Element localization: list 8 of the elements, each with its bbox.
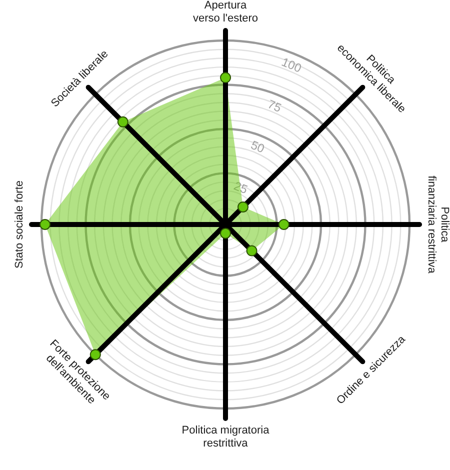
y-tick-label: 25 (232, 178, 250, 197)
spoke-label: Apertura verso l'estero (192, 0, 258, 24)
spoke-label: Politica finanziaria restrittiva (426, 176, 450, 274)
spoke-label: Politica migratoria restrittiva (182, 424, 270, 450)
spoke-label: Stato sociale forte (14, 180, 26, 269)
y-tick-label: 50 (248, 138, 267, 156)
y-tick-label: 100 (280, 54, 304, 76)
y-tick-label: 75 (266, 96, 284, 116)
